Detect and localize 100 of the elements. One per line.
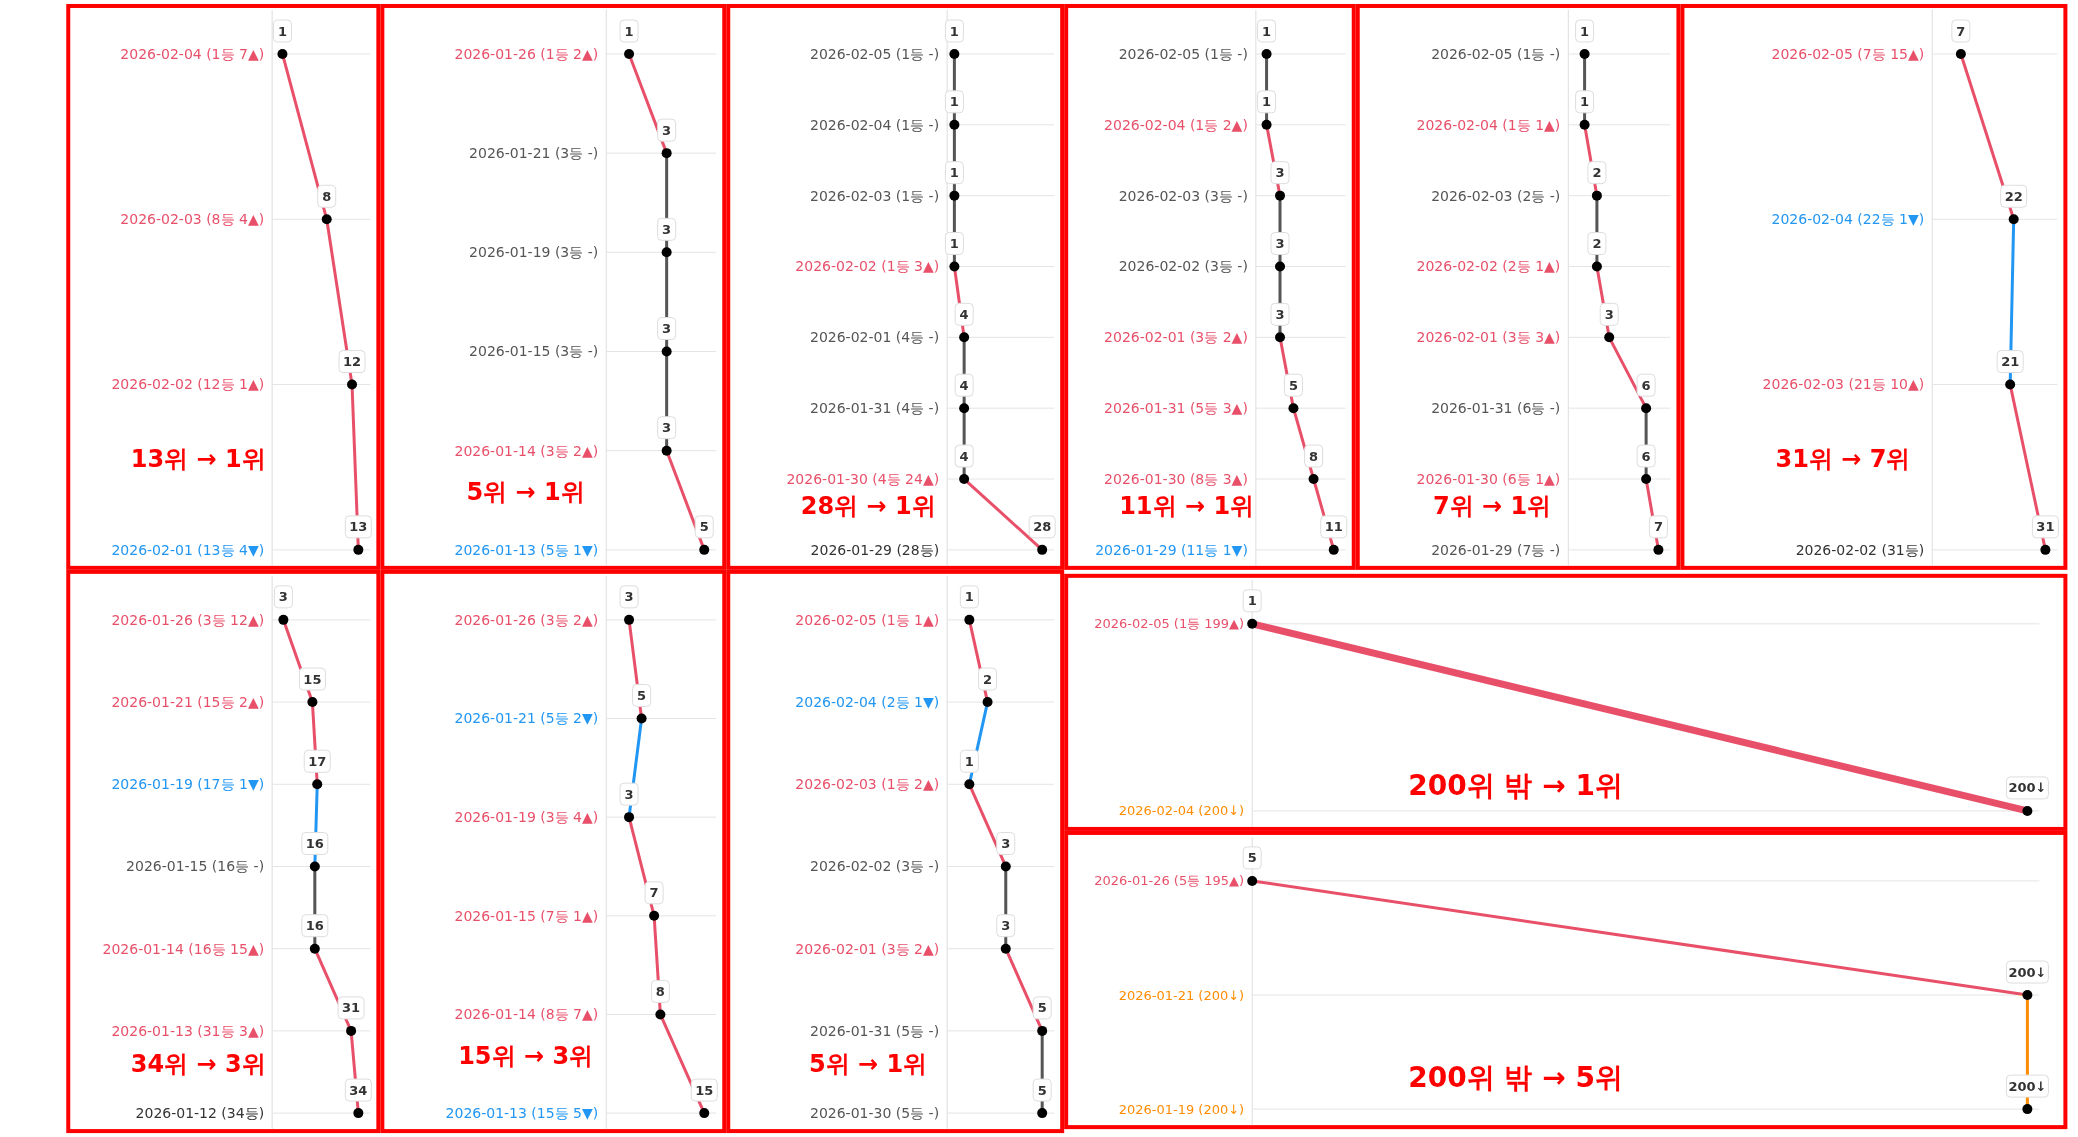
y-tick-label: 2026-01-14 (3등 2▲)	[454, 442, 599, 459]
y-tick-label: 2026-02-01 (3등 2▲)	[795, 940, 940, 957]
y-tick-label: 2026-02-03 (1등 2▲)	[795, 776, 940, 793]
data-label: 1	[964, 753, 974, 769]
y-tick-label: 2026-02-02 (3등 -)	[1118, 258, 1248, 275]
data-label: 16	[305, 836, 324, 852]
data-label: 8	[1309, 448, 1319, 464]
y-tick-label: 2026-01-29 (11등 1▼)	[1095, 541, 1248, 558]
y-tick-label: 2026-02-04 (2등 1▼)	[795, 693, 940, 710]
data-label: 3	[1275, 165, 1285, 181]
data-label: 21	[2001, 354, 2020, 370]
data-label: 2	[1592, 165, 1602, 181]
y-tick-label: 2026-02-01 (4등 -)	[809, 329, 940, 346]
y-tick-label: 2026-02-02 (3등 -)	[809, 858, 940, 875]
data-label: 31	[342, 1000, 361, 1016]
y-tick-label: 2026-02-05 (1등 -)	[1118, 45, 1248, 62]
y-tick-label: 2026-01-26 (3등 12▲)	[111, 611, 265, 628]
data-label: 3	[662, 321, 672, 337]
data-label: 12	[342, 354, 362, 370]
y-tick-label: 2026-01-30 (5등 -)	[809, 1104, 940, 1121]
y-tick-label: 2026-02-04 (1등 2▲)	[1104, 116, 1248, 133]
data-label: 3	[1604, 306, 1614, 322]
y-tick-label: 2026-01-30 (6등 1▲)	[1416, 470, 1561, 487]
y-tick-label: 2026-01-21 (5등 2▼)	[454, 710, 599, 727]
y-tick-label: 2026-02-01 (13등 4▼)	[111, 541, 265, 558]
y-tick-label: 2026-01-19 (3등 4▲)	[454, 809, 599, 826]
data-label: 28	[1033, 519, 1052, 535]
data-label: 3	[278, 589, 288, 605]
data-label: 1	[1580, 94, 1590, 110]
y-tick-label: 2026-01-13 (15등 5▼)	[445, 1104, 599, 1121]
data-label: 3	[624, 786, 634, 802]
y-tick-label: 2026-02-03 (8등 4▲)	[120, 211, 265, 228]
data-label: 7	[1653, 519, 1663, 535]
data-label: 22	[2004, 188, 2023, 204]
y-tick-label: 2026-01-26 (5등 195▲)	[1094, 873, 1245, 889]
data-label: 1	[1262, 94, 1272, 110]
data-label: 6	[1641, 377, 1651, 393]
data-label: 2	[983, 671, 993, 687]
data-label: 1	[964, 589, 974, 605]
data-label: 5	[699, 519, 709, 535]
data-label: 3	[1001, 918, 1011, 934]
data-label: 31	[2036, 519, 2055, 535]
y-tick-label: 2026-02-05 (1등 199▲)	[1094, 616, 1245, 632]
y-tick-label: 2026-02-01 (3등 3▲)	[1416, 329, 1561, 346]
y-tick-label: 2026-01-19 (200↓)	[1118, 1101, 1245, 1117]
y-tick-label: 2026-01-19 (17등 1▼)	[111, 776, 265, 793]
data-label: 4	[959, 306, 969, 322]
y-tick-label: 2026-02-03 (1등 -)	[809, 187, 940, 204]
data-label: 3	[1275, 306, 1285, 322]
y-tick-label: 2026-01-26 (3등 2▲)	[454, 611, 599, 628]
data-label: 1	[1580, 23, 1590, 39]
data-label: 6	[1641, 448, 1651, 464]
annotation: 200위 밖 → 5위	[1408, 1061, 1623, 1095]
y-tick-label: 2026-01-26 (1등 2▲)	[454, 45, 599, 62]
data-label: 16	[305, 918, 324, 934]
text: 15위 → 3위	[458, 1041, 594, 1070]
y-tick-label: 2026-01-14 (8등 7▲)	[454, 1006, 599, 1023]
y-tick-label: 2026-01-29 (28등)	[810, 541, 940, 558]
data-label: 5	[1037, 1000, 1047, 1016]
y-tick-label: 2026-01-31 (5등 3▲)	[1104, 400, 1248, 417]
data-label: 7	[649, 885, 659, 901]
annotation: 200위 밖 → 1위	[1408, 768, 1623, 802]
y-tick-label: 2026-02-03 (21등 10▲)	[1762, 376, 1925, 393]
y-tick-label: 2026-01-19 (3등 -)	[469, 244, 599, 261]
y-tick-label: 2026-02-02 (12등 1▲)	[111, 376, 265, 393]
y-tick-label: 2026-01-15 (7등 1▲)	[454, 907, 599, 924]
y-tick-label: 2026-02-03 (3등 -)	[1118, 187, 1248, 204]
data-label: 3	[662, 221, 672, 237]
y-tick-label: 2026-01-15 (16등 -)	[126, 858, 265, 875]
text: 11위 → 1위	[1119, 492, 1255, 521]
data-label: 1	[949, 165, 959, 181]
data-label: 5	[1288, 377, 1298, 393]
data-label: 2	[1592, 236, 1602, 252]
data-label: 3	[662, 122, 672, 138]
y-tick-label: 2026-02-05 (7등 15▲)	[1771, 45, 1925, 62]
y-tick-label: 2026-02-01 (3등 2▲)	[1104, 329, 1248, 346]
y-tick-label: 2026-01-29 (7등 -)	[1431, 541, 1561, 558]
y-tick-label: 2026-01-31 (6등 -)	[1431, 400, 1561, 417]
y-tick-label: 2026-02-04 (1등 7▲)	[120, 45, 265, 62]
text: 28위 → 1위	[800, 492, 936, 521]
text: 13위 → 1위	[130, 445, 266, 474]
data-label: 15	[695, 1082, 714, 1098]
data-label: 3	[1275, 236, 1285, 252]
y-tick-label: 2026-01-12 (34등)	[135, 1104, 265, 1121]
data-label: 1	[949, 236, 959, 252]
data-label: 5	[637, 688, 647, 704]
y-tick-label: 2026-02-05 (1등 1▲)	[795, 611, 940, 628]
y-tick-label: 2026-02-04 (1등 1▲)	[1416, 116, 1561, 133]
y-tick-label: 2026-02-04 (1등 -)	[809, 116, 940, 133]
y-tick-label: 2026-01-21 (200↓)	[1118, 987, 1245, 1003]
y-tick-label: 2026-01-21 (3등 -)	[469, 145, 599, 162]
y-tick-label: 2026-02-05 (1등 -)	[1431, 45, 1561, 62]
y-tick-label: 2026-01-30 (8등 3▲)	[1104, 470, 1248, 487]
data-label: 34	[349, 1082, 368, 1098]
y-tick-label: 2026-02-02 (31등)	[1795, 541, 1925, 558]
data-label: 11	[1324, 519, 1343, 535]
y-tick-label: 2026-01-31 (4등 -)	[809, 400, 940, 417]
y-tick-label: 2026-01-31 (5등 -)	[809, 1022, 940, 1039]
text: 5위 → 1위	[809, 1049, 928, 1078]
y-tick-label: 2026-02-02 (2등 1▲)	[1416, 258, 1561, 275]
